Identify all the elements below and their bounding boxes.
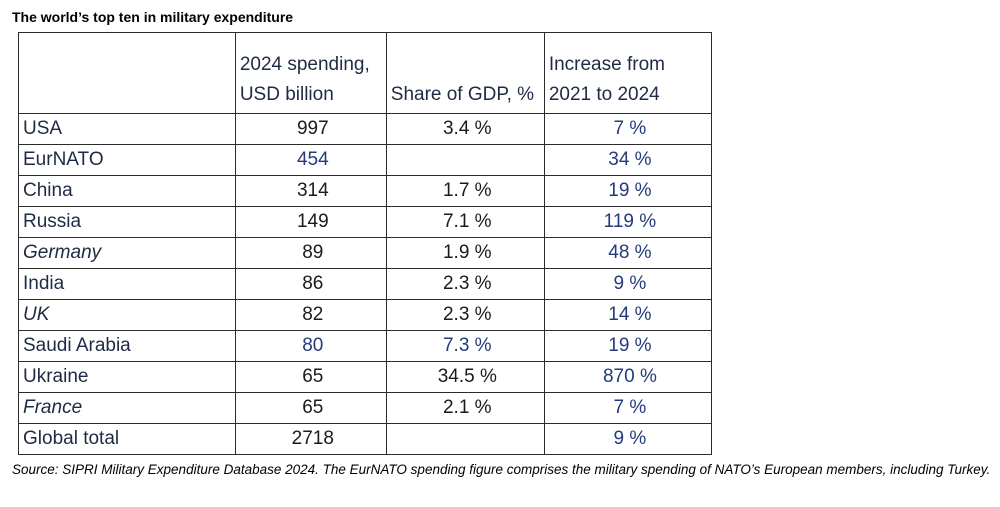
- increase-cell: 119 %: [543, 206, 713, 238]
- gdp-cell: [385, 423, 545, 455]
- increase-cell: 48 %: [543, 237, 713, 269]
- spending-cell: 149: [234, 206, 387, 238]
- spending-cell: 65: [234, 392, 387, 424]
- table-row: EurNATO 454 34 %: [18, 144, 713, 176]
- military-expenditure-table: 2024 spending, USD billion Share of GDP,…: [18, 32, 713, 455]
- gdp-cell: 3.4 %: [385, 113, 545, 145]
- spending-cell: 89: [234, 237, 387, 269]
- gdp-cell: 1.7 %: [385, 175, 545, 207]
- gdp-cell: 1.9 %: [385, 237, 545, 269]
- header-country: [18, 32, 236, 114]
- increase-cell: 19 %: [543, 330, 713, 362]
- increase-cell: 870 %: [543, 361, 713, 393]
- spending-cell: 80: [234, 330, 387, 362]
- country-cell: Ukraine: [18, 361, 236, 393]
- country-cell: EurNATO: [18, 144, 236, 176]
- table-row: Saudi Arabia 80 7.3 % 19 %: [18, 330, 713, 362]
- table-row: UK 82 2.3 % 14 %: [18, 299, 713, 331]
- header-spending: 2024 spending, USD billion: [234, 32, 387, 114]
- country-cell: Russia: [18, 206, 236, 238]
- table-row: India 86 2.3 % 9 %: [18, 268, 713, 300]
- increase-cell: 7 %: [543, 113, 713, 145]
- increase-cell: 14 %: [543, 299, 713, 331]
- spending-cell: 997: [234, 113, 387, 145]
- country-cell: UK: [18, 299, 236, 331]
- header-increase-line2: 2021 to 2024: [548, 84, 660, 105]
- header-row: 2024 spending, USD billion Share of GDP,…: [18, 32, 713, 114]
- table-row: China 314 1.7 % 19 %: [18, 175, 713, 207]
- increase-cell: 7 %: [543, 392, 713, 424]
- country-cell: Saudi Arabia: [18, 330, 236, 362]
- country-cell: USA: [18, 113, 236, 145]
- table-row-total: Global total 2718 9 %: [18, 423, 713, 455]
- increase-cell: 34 %: [543, 144, 713, 176]
- country-cell: Global total: [18, 423, 236, 455]
- table-row: Germany 89 1.9 % 48 %: [18, 237, 713, 269]
- gdp-cell: [385, 144, 545, 176]
- country-cell: India: [18, 268, 236, 300]
- header-increase: Increase from 2021 to 2024: [543, 32, 713, 114]
- table-row: Russia 149 7.1 % 119 %: [18, 206, 713, 238]
- country-cell: France: [18, 392, 236, 424]
- gdp-cell: 34.5 %: [385, 361, 545, 393]
- table-row: France 65 2.1 % 7 %: [18, 392, 713, 424]
- spending-cell: 2718: [234, 423, 387, 455]
- source-note: Source: SIPRI Military Expenditure Datab…: [12, 462, 991, 477]
- spending-cell: 86: [234, 268, 387, 300]
- gdp-cell: 2.3 %: [385, 299, 545, 331]
- gdp-cell: 7.1 %: [385, 206, 545, 238]
- table-title: The world’s top ten in military expendit…: [12, 9, 294, 25]
- header-spending-line2: USD billion: [239, 84, 334, 105]
- table-row: Ukraine 65 34.5 % 870 %: [18, 361, 713, 393]
- header-gdp-label: Share of GDP, %: [390, 84, 535, 105]
- spending-cell: 82: [234, 299, 387, 331]
- table-row: USA 997 3.4 % 7 %: [18, 113, 713, 145]
- gdp-cell: 2.3 %: [385, 268, 545, 300]
- increase-cell: 9 %: [543, 423, 713, 455]
- country-cell: China: [18, 175, 236, 207]
- gdp-cell: 2.1 %: [385, 392, 545, 424]
- spending-cell: 314: [234, 175, 387, 207]
- header-gdp: Share of GDP, %: [385, 32, 545, 114]
- gdp-cell: 7.3 %: [385, 330, 545, 362]
- spending-cell: 65: [234, 361, 387, 393]
- increase-cell: 19 %: [543, 175, 713, 207]
- header-spending-line1: 2024 spending,: [239, 54, 370, 75]
- spending-cell: 454: [234, 144, 387, 176]
- header-increase-line1: Increase from: [548, 54, 665, 75]
- country-cell: Germany: [18, 237, 236, 269]
- increase-cell: 9 %: [543, 268, 713, 300]
